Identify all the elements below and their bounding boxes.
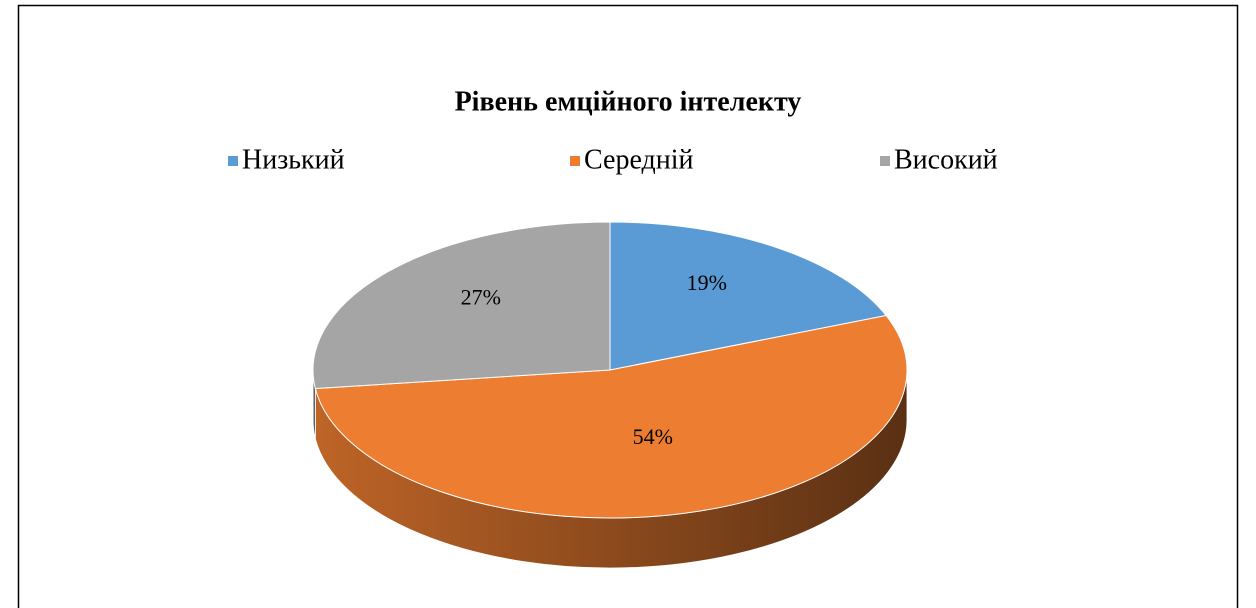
pie-slice — [314, 314, 908, 519]
chart-title: Рівень емційного інтелекту — [455, 86, 802, 117]
pie-slice — [312, 221, 611, 390]
data-label: 27% — [461, 284, 501, 309]
data-label: 19% — [687, 270, 727, 295]
legend-label: Низький — [242, 144, 345, 175]
data-label: 54% — [633, 424, 673, 449]
legend-swatch — [228, 156, 238, 166]
legend-swatch — [570, 156, 580, 166]
legend-swatch — [880, 156, 890, 166]
legend-label: Високий — [894, 144, 998, 175]
legend-label: Середній — [584, 144, 694, 175]
pie-slice — [609, 221, 888, 371]
